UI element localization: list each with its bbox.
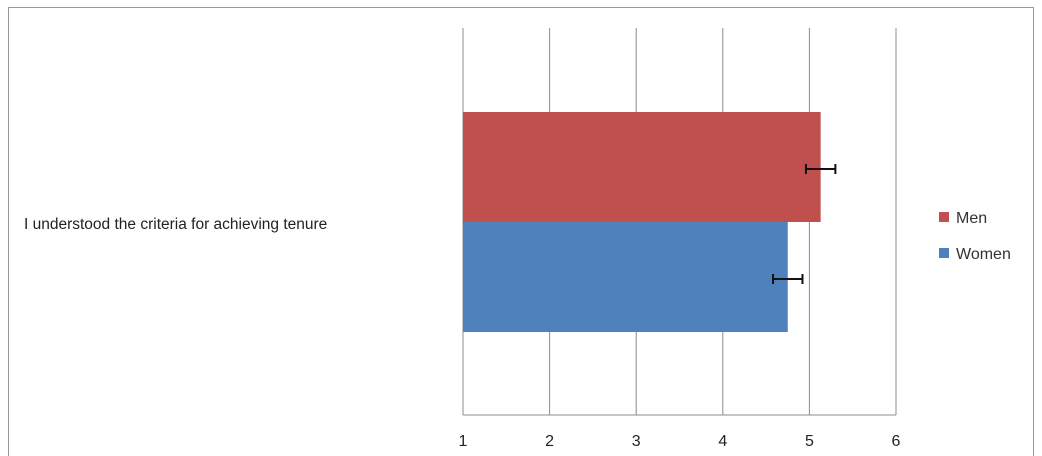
bars bbox=[463, 112, 821, 332]
error-bar-men bbox=[804, 164, 837, 174]
x-tick-label: 3 bbox=[632, 433, 641, 450]
bar-men bbox=[463, 112, 821, 222]
x-tick-label: 1 bbox=[459, 433, 468, 450]
legend-swatch-women bbox=[939, 248, 949, 258]
error-bars bbox=[772, 164, 837, 284]
x-tick-label: 6 bbox=[892, 433, 901, 450]
legend-swatch-men bbox=[939, 212, 949, 222]
category-label: I understood the criteria for achieving … bbox=[24, 216, 327, 233]
error-bar-women bbox=[772, 274, 804, 284]
legend: Men Women bbox=[939, 210, 1011, 263]
x-axis-ticks: 1 2 3 4 5 6 bbox=[459, 433, 901, 450]
legend-label-women: Women bbox=[956, 246, 1011, 263]
x-tick-label: 5 bbox=[805, 433, 814, 450]
bar-women bbox=[463, 222, 788, 332]
legend-label-men: Men bbox=[956, 210, 987, 227]
x-tick-label: 2 bbox=[545, 433, 554, 450]
x-tick-label: 4 bbox=[718, 433, 727, 450]
